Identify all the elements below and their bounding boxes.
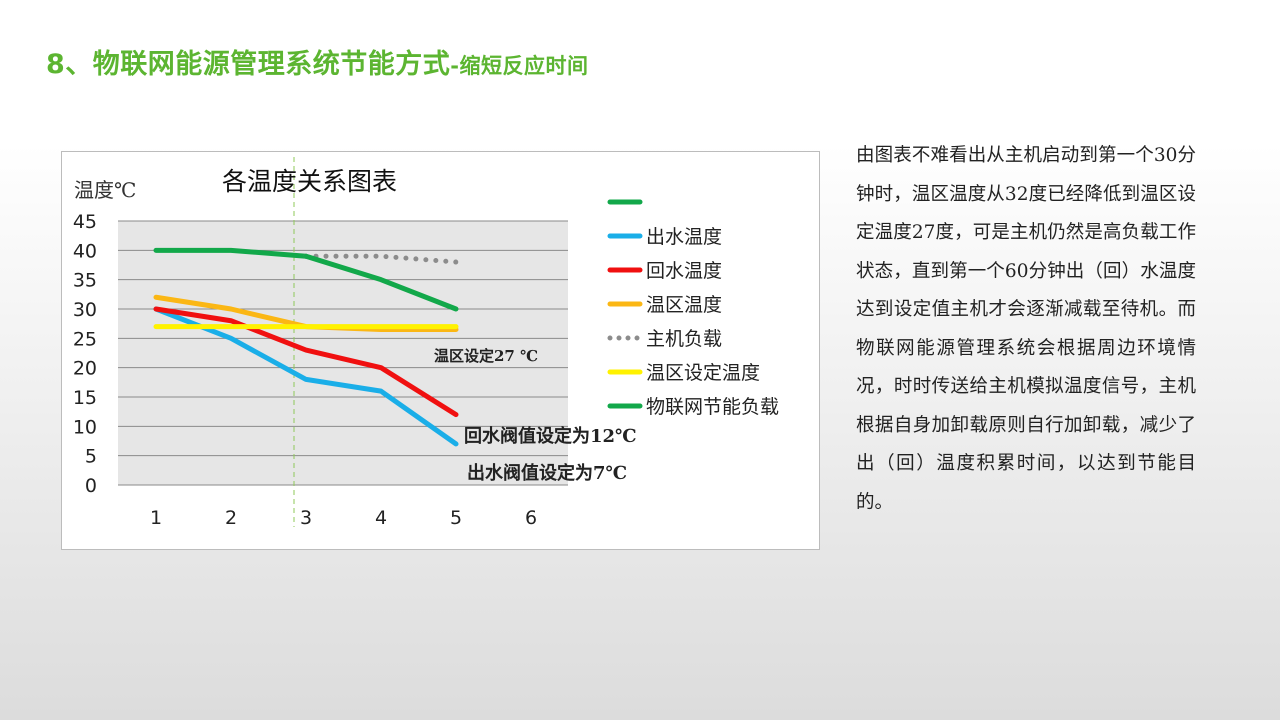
title-main: 8、物联网能源管理系统节能方式 <box>46 49 451 80</box>
legend-label: 温区温度 <box>646 294 722 316</box>
series-line-物联网节能负载 <box>303 253 459 312</box>
x-tick-label: 2 <box>225 507 237 529</box>
y-tick-label: 35 <box>73 270 97 292</box>
plot-area <box>118 221 568 485</box>
x-tick-label: 5 <box>450 507 462 529</box>
x-tick-label: 3 <box>300 507 312 529</box>
series-line-unlabeled <box>153 247 309 259</box>
y-tick-label: 40 <box>73 240 97 262</box>
y-tick-label: 0 <box>85 475 97 497</box>
y-tick-label: 30 <box>73 299 97 321</box>
x-tick-label: 4 <box>375 507 387 529</box>
legend-label: 温区设定温度 <box>646 362 760 384</box>
annotation-return-threshold: 回水阀值设定为12℃ <box>464 425 637 447</box>
x-tick-label: 6 <box>525 507 537 529</box>
legend-label: 出水温度 <box>646 226 722 248</box>
annotation-zone-setpoint: 温区设定27 ℃ <box>434 347 538 365</box>
y-tick-label: 15 <box>73 387 97 409</box>
annotation-supply-threshold: 出水阀值设定为7℃ <box>467 462 627 484</box>
title-sub: -缩短反应时间 <box>450 54 589 78</box>
y-tick-label: 45 <box>73 211 97 233</box>
y-tick-label: 5 <box>85 446 97 468</box>
y-tick-label: 25 <box>73 328 97 350</box>
description-text: 由图表不难看出从主机启动到第一个30分钟时，温区温度从32度已经降低到温区设定温… <box>856 145 1196 513</box>
chart-title: 各温度关系图表 <box>222 167 397 196</box>
legend-label: 主机负载 <box>646 328 722 350</box>
legend-label: 回水温度 <box>646 260 722 282</box>
y-tick-label: 10 <box>73 416 97 438</box>
legend-label: 物联网节能负载 <box>646 396 779 418</box>
y-tick-label: 20 <box>73 358 97 380</box>
y-axis-label: 温度℃ <box>74 178 136 202</box>
series-line-回水温度 <box>153 306 459 418</box>
x-tick-label: 1 <box>150 507 162 529</box>
page-title: 8、物联网能源管理系统节能方式-缩短反应时间 <box>46 42 589 81</box>
